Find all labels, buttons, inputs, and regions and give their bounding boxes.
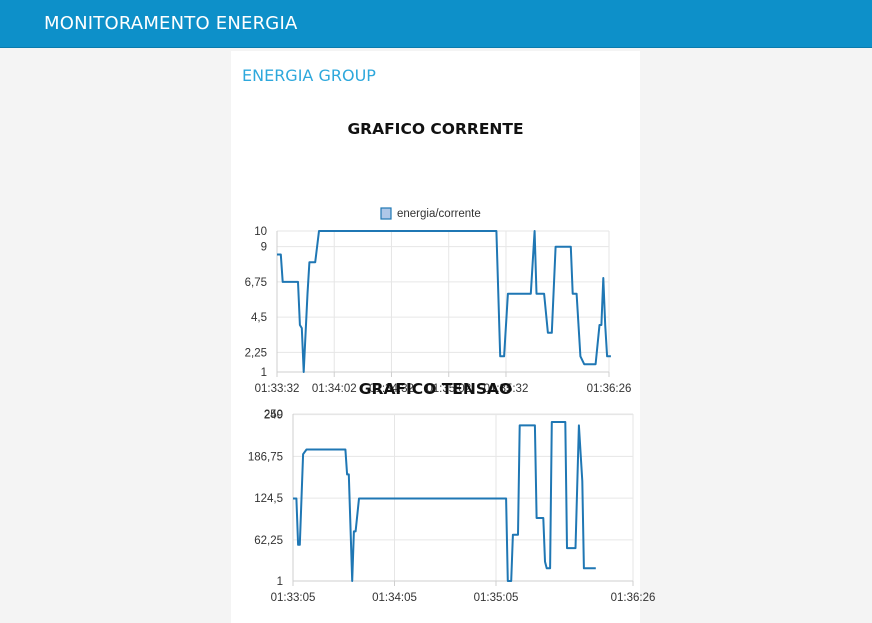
- y-tick-label: 249: [264, 410, 283, 422]
- legend-entry[interactable]: energia/corrente: [397, 208, 481, 220]
- y-tick-label: 6,75: [245, 277, 267, 289]
- x-tick-label: 01:36:26: [587, 383, 632, 395]
- chart-corrente[interactable]: energia/corrente 1 2,25 4,5 6,75 9 10 01:33:32 0…: [231, 146, 640, 395]
- top-bar: MONITORAMENTO ENERGIA: [0, 0, 872, 48]
- x-tick-label: 01:34:05: [372, 592, 417, 604]
- x-tick-label: 01:34:32: [369, 383, 414, 395]
- y-tick-label: 1: [261, 367, 267, 379]
- chart-title-corrente: GRAFICO CORRENTE: [347, 120, 524, 138]
- legend-swatch: [380, 207, 392, 220]
- energia-group-card: ENERGIA GROUP GRAFICO CORRENTE energia/c…: [231, 51, 656, 623]
- y-tick-label: 186,75: [248, 451, 283, 463]
- y-tick-label: 10: [254, 226, 267, 238]
- group-title: ENERGIA GROUP: [242, 66, 376, 85]
- x-tick-label: 01:36:26: [611, 592, 656, 604]
- series-line[interactable]: [277, 230, 611, 373]
- y-tick-label: 9: [261, 242, 267, 254]
- y-tick-label: 250: [264, 409, 283, 421]
- x-tick-label: 01:35:05: [474, 592, 519, 604]
- chart-title-tensao: GRAFICO TENSAO: [358, 380, 513, 398]
- x-tick-label: 01:34:02: [312, 383, 357, 395]
- x-tick-label: 01:35:02: [426, 383, 471, 395]
- y-tick-label: 4,5: [251, 312, 267, 324]
- x-tick-label: 01:33:05: [271, 592, 316, 604]
- x-tick-label: 01:33:32: [255, 383, 300, 395]
- y-tick-label: 62,25: [254, 535, 283, 547]
- y-tick-label: 1: [277, 576, 283, 588]
- y-tick-label: 2,25: [245, 347, 267, 359]
- x-tick-label: 01:35:32: [484, 383, 529, 395]
- app-title: MONITORAMENTO ENERGIA: [44, 13, 298, 34]
- series-line[interactable]: [293, 421, 596, 582]
- y-tick-label: 124,5: [254, 493, 283, 505]
